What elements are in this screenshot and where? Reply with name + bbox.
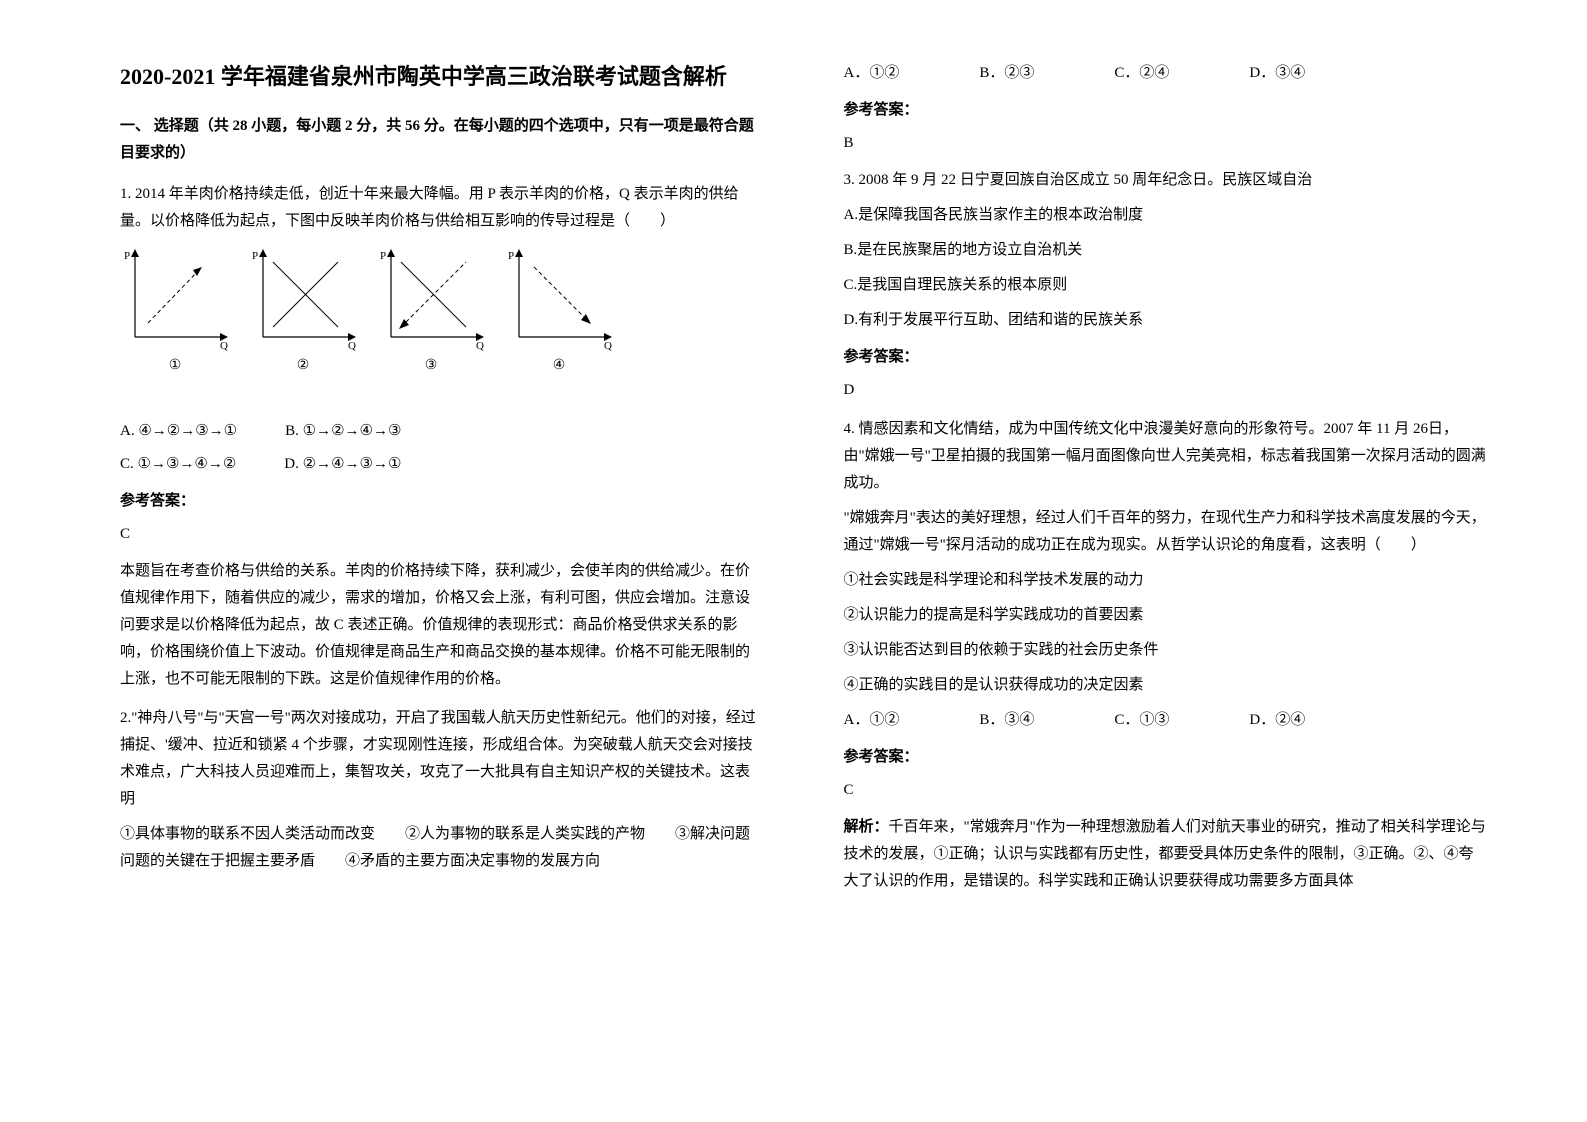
q1-opt-d: D. ②→④→③→① bbox=[284, 451, 401, 478]
q4-list4: ④正确的实践目的是认识获得成功的决定因素 bbox=[844, 672, 1488, 699]
q2-opt-c: C．②④ bbox=[1114, 60, 1169, 87]
svg-text:Q: Q bbox=[604, 340, 612, 352]
q3-opt-b: B.是在民族聚居的地方设立自治机关 bbox=[844, 237, 1488, 264]
q3-opt-c: C.是我国自理民族关系的根本原则 bbox=[844, 272, 1488, 299]
q1-answer-label: 参考答案： bbox=[120, 488, 764, 515]
q4-list3: ③认识能否达到目的依赖于实践的社会历史条件 bbox=[844, 637, 1488, 664]
chart-4-wrap: P Q ④ bbox=[504, 247, 614, 378]
svg-text:Q: Q bbox=[220, 340, 228, 352]
q4-list1: ①社会实践是科学理论和科学技术发展的动力 bbox=[844, 567, 1488, 594]
q1-opt-c: C. ①→③→④→② bbox=[120, 451, 236, 478]
q2-answer: B bbox=[844, 130, 1488, 157]
q1-opt-a: A. ④→②→③→① bbox=[120, 418, 237, 445]
question-2: 2."神舟八号"与"天宫一号"两次对接成功，开启了我国载人航天历史性新纪元。他们… bbox=[120, 705, 764, 875]
chart-1: P Q bbox=[120, 247, 230, 347]
question-1: 1. 2014 年羊肉价格持续走低，创近十年来最大降幅。用 P 表示羊肉的价格，… bbox=[120, 181, 764, 693]
svg-text:P: P bbox=[380, 250, 386, 262]
svg-text:P: P bbox=[124, 250, 130, 262]
q2-answer-label: 参考答案： bbox=[844, 97, 1488, 124]
q2-opt-d: D．③④ bbox=[1249, 60, 1305, 87]
chart-3: P Q bbox=[376, 247, 486, 347]
q1-explain: 本题旨在考查价格与供给的关系。羊肉的价格持续下降，获利减少，会使羊肉的供给减少。… bbox=[120, 558, 764, 693]
q4-explain-label: 解析： bbox=[844, 819, 889, 835]
svg-text:P: P bbox=[252, 250, 258, 262]
q4-opt-a: A．①② bbox=[844, 707, 900, 734]
q4-answer-label: 参考答案： bbox=[844, 744, 1488, 771]
chart-4-label: ④ bbox=[553, 353, 566, 378]
q2-opt-b: B．②③ bbox=[979, 60, 1034, 87]
q4-text1: 4. 情感因素和文化情结，成为中国传统文化中浪漫美好意向的形象符号。2007 年… bbox=[844, 416, 1488, 497]
q4-text2: "嫦娥奔月"表达的美好理想，经过人们千百年的努力，在现代生产力和科学技术高度发展… bbox=[844, 505, 1488, 559]
q1-text: 1. 2014 年羊肉价格持续走低，创近十年来最大降幅。用 P 表示羊肉的价格，… bbox=[120, 181, 764, 235]
question-4: 4. 情感因素和文化情结，成为中国传统文化中浪漫美好意向的形象符号。2007 年… bbox=[844, 416, 1488, 895]
page-title: 2020-2021 学年福建省泉州市陶英中学高三政治联考试题含解析 bbox=[120, 60, 764, 93]
q1-charts: P Q ① P Q bbox=[120, 247, 764, 378]
section-header: 一、 选择题（共 28 小题，每小题 2 分，共 56 分。在每小题的四个选项中… bbox=[120, 113, 764, 167]
q4-answer: C bbox=[844, 777, 1488, 804]
chart-4: P Q bbox=[504, 247, 614, 347]
q4-opt-c: C．①③ bbox=[1114, 707, 1169, 734]
q3-answer: D bbox=[844, 377, 1488, 404]
chart-3-wrap: P Q ③ bbox=[376, 247, 486, 378]
question-3: 3. 2008 年 9 月 22 日宁夏回族自治区成立 50 周年纪念日。民族区… bbox=[844, 167, 1488, 404]
svg-text:Q: Q bbox=[476, 340, 484, 352]
chart-2: P Q bbox=[248, 247, 358, 347]
q4-explain: 解析：千百年来，"常娥奔月"作为一种理想激励着人们对航天事业的研究，推动了相关科… bbox=[844, 814, 1488, 895]
chart-2-label: ② bbox=[297, 353, 310, 378]
chart-3-label: ③ bbox=[425, 353, 438, 378]
chart-2-wrap: P Q ② bbox=[248, 247, 358, 378]
chart-1-wrap: P Q ① bbox=[120, 247, 230, 378]
q4-opt-b: B．③④ bbox=[979, 707, 1034, 734]
svg-text:Q: Q bbox=[348, 340, 356, 352]
svg-text:P: P bbox=[508, 250, 514, 262]
q2-list: ①具体事物的联系不因人类活动而改变 ②人为事物的联系是人类实践的产物 ③解决问题… bbox=[120, 821, 764, 875]
q1-opt-b: B. ①→②→④→③ bbox=[285, 418, 401, 445]
q4-list2: ②认识能力的提高是科学实践成功的首要因素 bbox=[844, 602, 1488, 629]
q3-opt-d: D.有利于发展平行互助、团结和谐的民族关系 bbox=[844, 307, 1488, 334]
q3-text: 3. 2008 年 9 月 22 日宁夏回族自治区成立 50 周年纪念日。民族区… bbox=[844, 167, 1488, 194]
q3-answer-label: 参考答案： bbox=[844, 344, 1488, 371]
q1-answer: C bbox=[120, 521, 764, 548]
q3-opt-a: A.是保障我国各民族当家作主的根本政治制度 bbox=[844, 202, 1488, 229]
q4-opt-d: D．②④ bbox=[1249, 707, 1305, 734]
q2-text: 2."神舟八号"与"天宫一号"两次对接成功，开启了我国载人航天历史性新纪元。他们… bbox=[120, 705, 764, 813]
chart-1-label: ① bbox=[169, 353, 182, 378]
q2-opt-a: A．①② bbox=[844, 60, 900, 87]
q4-explain-text: 千百年来，"常娥奔月"作为一种理想激励着人们对航天事业的研究，推动了相关科学理论… bbox=[844, 819, 1486, 889]
